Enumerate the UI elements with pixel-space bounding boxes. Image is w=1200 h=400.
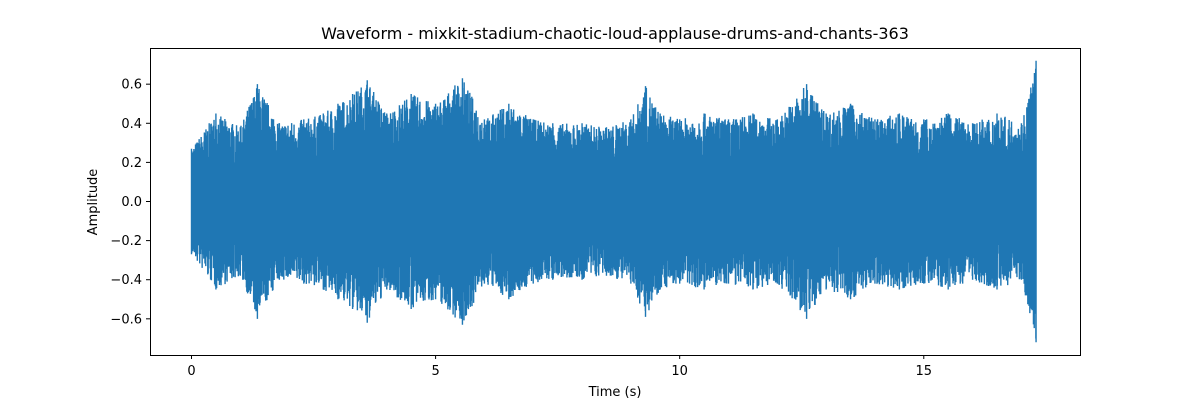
y-tick-label: 0.6	[121, 78, 142, 93]
x-tick-label: 15	[916, 364, 933, 379]
x-tick-label: 5	[431, 364, 439, 379]
chart-title: Waveform - mixkit-stadium-chaotic-loud-a…	[321, 24, 909, 43]
x-tick-label: 0	[187, 364, 195, 379]
x-axis-label: Time (s)	[588, 385, 642, 400]
y-tick-label: −0.2	[110, 234, 142, 249]
waveform-series-line	[190, 60, 1037, 343]
y-tick-label: 0.0	[121, 195, 142, 210]
x-tick-label: 10	[671, 364, 688, 379]
plot-frame	[150, 48, 1081, 356]
y-tick-label: −0.6	[110, 312, 142, 327]
y-tick-label: 0.2	[121, 156, 142, 171]
x-axis: 0 5 10 15	[187, 355, 932, 379]
plot-area	[190, 60, 1037, 343]
y-axis-label: Amplitude	[86, 169, 101, 236]
y-tick-label: −0.4	[110, 273, 142, 288]
y-tick-label: 0.4	[121, 117, 142, 132]
y-axis: −0.6 −0.4 −0.2 0.0 0.2 0.4 0.6	[110, 78, 150, 327]
